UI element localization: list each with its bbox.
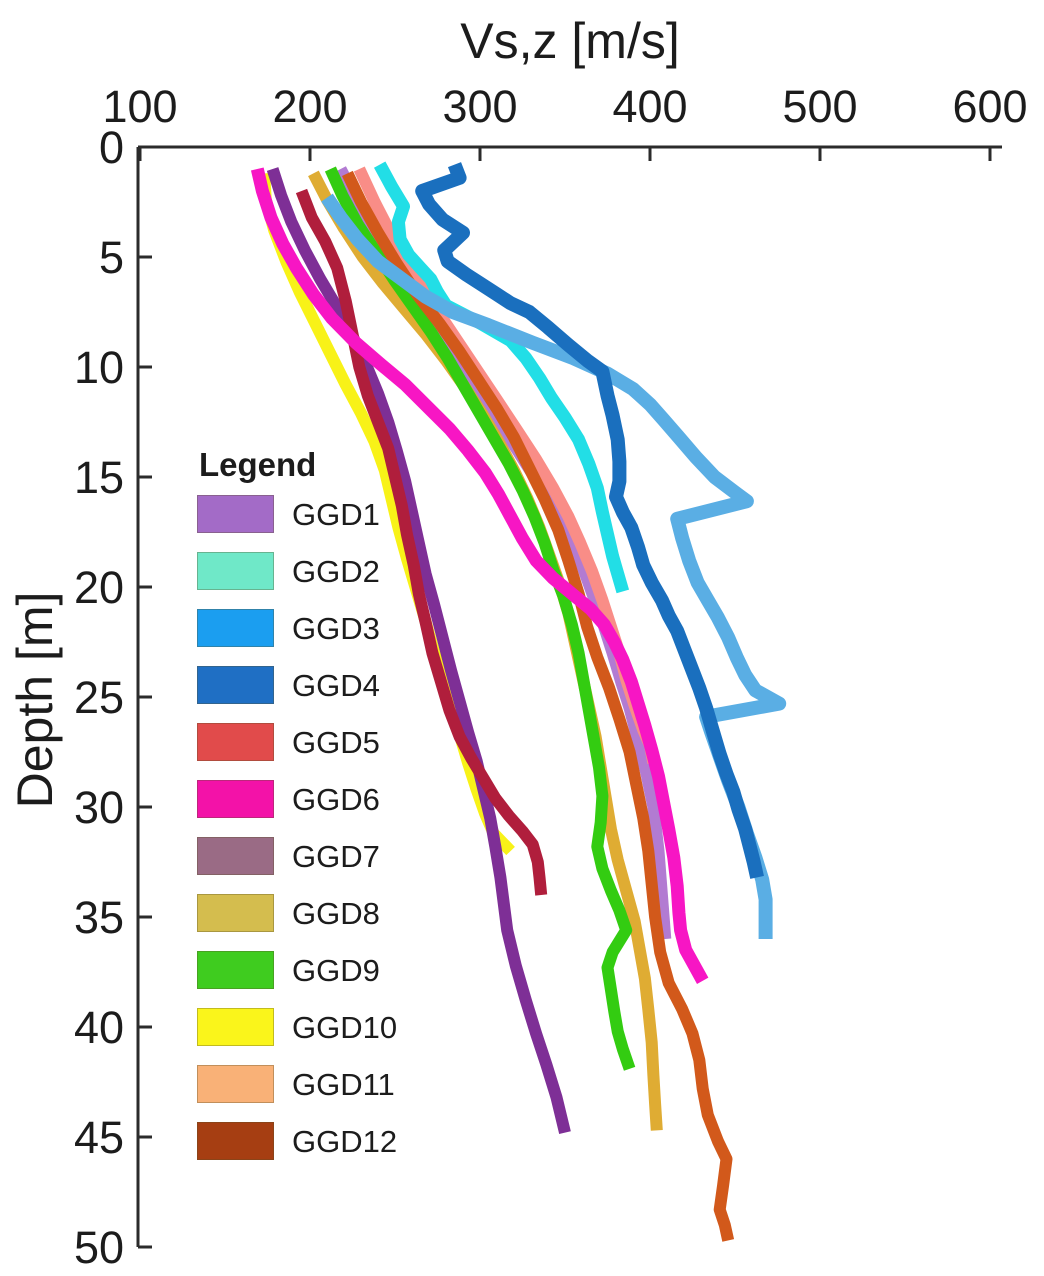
y-tick-label: 0 <box>99 122 124 173</box>
legend-label: GGD4 <box>292 667 380 703</box>
x-tick-label: 300 <box>442 81 517 132</box>
legend-swatch-ggd11 <box>197 1065 274 1103</box>
legend-swatch-ggd4 <box>197 666 274 704</box>
curve-GGD2 <box>373 161 630 594</box>
legend-item-ggd1: GGD1 <box>197 495 397 533</box>
legend-swatch-ggd9 <box>197 951 274 989</box>
curve-GGD5 <box>295 188 548 896</box>
legend-item-ggd7: GGD7 <box>197 837 397 875</box>
y-tick-label: 50 <box>74 1222 124 1273</box>
curve-GGD4 <box>415 162 764 879</box>
x-tick-label: 100 <box>102 81 177 132</box>
legend-item-ggd11: GGD11 <box>197 1065 397 1103</box>
x-tick-label: 400 <box>612 81 687 132</box>
legend-label: GGD3 <box>292 610 380 646</box>
legend-title: Legend <box>199 446 317 483</box>
legend-swatch-ggd3 <box>197 609 274 647</box>
legend-item-ggd4: GGD4 <box>197 666 397 704</box>
legend-label: GGD1 <box>292 496 380 532</box>
legend-label: GGD12 <box>292 1123 398 1159</box>
x-tick-label: 600 <box>952 81 1027 132</box>
curve-GGD7 <box>266 167 571 1135</box>
legend-item-ggd5: GGD5 <box>197 723 397 761</box>
legend-item-ggd6: GGD6 <box>197 780 397 818</box>
curve-GGD9 <box>324 166 636 1071</box>
curve-GGD6 <box>250 167 709 984</box>
legend-swatch-ggd7 <box>197 837 274 875</box>
chart-title: Vs,z [m/s] <box>460 13 679 69</box>
legend-item-ggd10: GGD10 <box>197 1008 397 1046</box>
y-axis: 0 5 10 15 20 25 30 35 40 45 50 <box>74 122 152 1273</box>
y-tick-label: 35 <box>74 892 124 943</box>
legend-label: GGD10 <box>292 1009 398 1045</box>
legend-swatch-ggd5 <box>197 723 274 761</box>
legend-swatch-ggd10 <box>197 1008 274 1046</box>
profile-curves <box>250 161 787 1242</box>
legend-swatch-ggd12 <box>197 1122 274 1160</box>
legend-swatch-ggd6 <box>197 780 274 818</box>
legend-item-ggd9: GGD9 <box>197 951 397 989</box>
legend-swatch-ggd8 <box>197 894 274 932</box>
curve-GGD12 <box>341 170 735 1242</box>
legend-label: GGD9 <box>292 952 380 988</box>
legend-swatch-ggd1 <box>197 495 274 533</box>
legend-label: GGD8 <box>292 895 380 931</box>
legend-label: GGD7 <box>292 838 380 874</box>
legend-item-ggd2: GGD2 <box>197 552 397 590</box>
y-tick-label: 30 <box>74 782 124 833</box>
x-axis: 100 200 300 400 500 600 <box>102 81 1028 161</box>
x-tick-label: 200 <box>272 81 347 132</box>
legend-label: GGD6 <box>292 781 380 817</box>
y-axis-title: Depth [m] <box>7 592 63 809</box>
legend: Legend GGD1 GGD2 GGD3 GGD4 GGD5 GGD6 GGD7 GGD8 G… <box>197 448 397 1179</box>
legend-label: GGD2 <box>292 553 380 589</box>
legend-swatch-ggd2 <box>197 552 274 590</box>
y-tick-label: 40 <box>74 1002 124 1053</box>
legend-item-ggd12: GGD12 <box>197 1122 397 1160</box>
legend-item-ggd8: GGD8 <box>197 894 397 932</box>
y-tick-label: 15 <box>74 452 124 503</box>
legend-label: GGD5 <box>292 724 380 760</box>
y-tick-label: 20 <box>74 562 124 613</box>
y-tick-label: 10 <box>74 342 124 393</box>
y-tick-label: 5 <box>99 232 124 283</box>
y-tick-label: 45 <box>74 1112 124 1163</box>
legend-item-ggd3: GGD3 <box>197 609 397 647</box>
x-tick-label: 500 <box>782 81 857 132</box>
legend-label: GGD11 <box>292 1066 395 1102</box>
y-tick-label: 25 <box>74 672 124 723</box>
